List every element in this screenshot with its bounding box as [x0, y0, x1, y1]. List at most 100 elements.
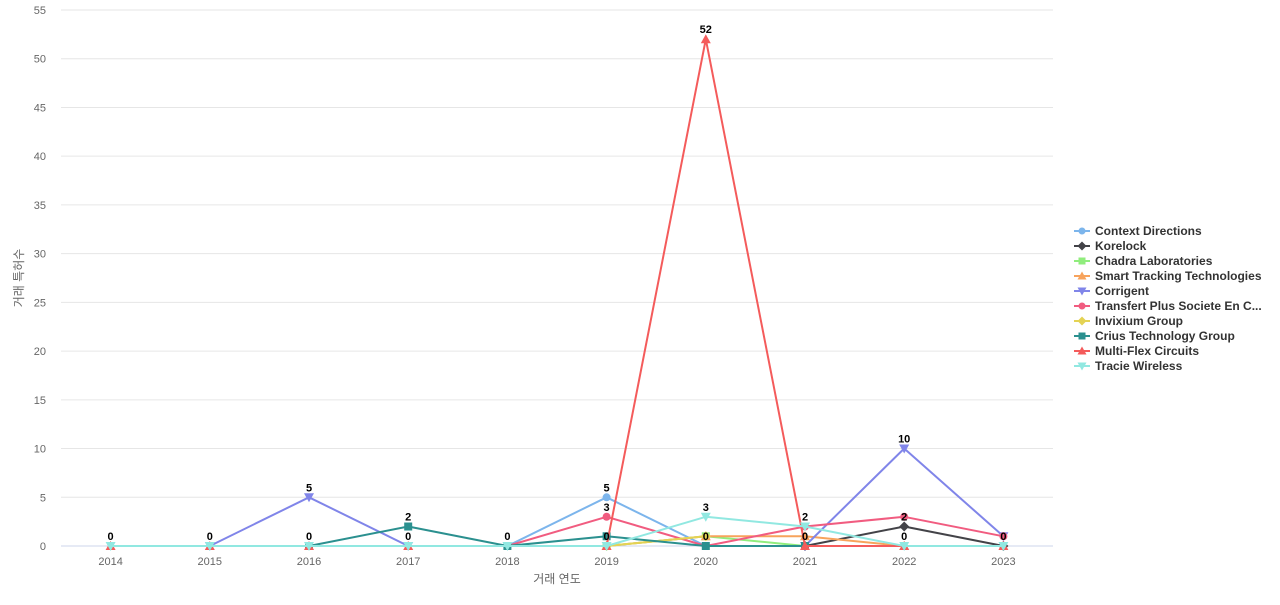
legend-item[interactable]: Transfert Plus Societe En C... [1074, 299, 1262, 313]
y-axis-ticks: 0 5 10 15 20 25 30 35 40 45 50 55 [34, 5, 46, 553]
x-tick-label: 2019 [594, 556, 618, 568]
y-tick-label: 50 [34, 54, 46, 66]
legend-label: Korelock [1095, 239, 1147, 253]
legend-item[interactable]: Tracie Wireless [1074, 359, 1183, 373]
data-point[interactable] [404, 522, 413, 531]
data-point[interactable] [601, 542, 612, 551]
data-label: 0 [108, 531, 114, 543]
data-point[interactable] [800, 541, 810, 550]
data-label: 3 [604, 502, 610, 514]
data-label: 10 [898, 434, 910, 446]
y-tick-label: 10 [34, 444, 46, 456]
data-point[interactable] [900, 512, 909, 521]
data-point[interactable] [304, 493, 314, 503]
series-path [308, 525, 805, 547]
legend-marker [1077, 316, 1087, 326]
data-label: 0 [306, 531, 312, 543]
data-point[interactable] [204, 542, 215, 551]
legend-item[interactable]: Invixium Group [1074, 314, 1183, 328]
data-label: 52 [700, 24, 712, 36]
data-label: 2 [405, 512, 411, 524]
x-tick-label: 2016 [297, 556, 321, 568]
data-label: 0 [802, 531, 808, 543]
legend-label: Context Directions [1095, 224, 1202, 238]
data-point[interactable] [602, 493, 611, 502]
legend-label: Chadra Laboratories [1095, 254, 1213, 268]
data-label: 5 [306, 482, 312, 494]
data-label: 0 [604, 531, 610, 543]
y-tick-label: 20 [34, 346, 46, 358]
data-label: 0 [504, 531, 510, 543]
x-axis-title: 거래 연도 [533, 572, 581, 586]
y-tick-label: 55 [34, 5, 46, 17]
series-line [105, 34, 1009, 550]
data-label: 0 [703, 531, 709, 543]
y-tick-label: 0 [40, 541, 46, 553]
x-tick-label: 2022 [892, 556, 916, 568]
data-label: 0 [901, 531, 907, 543]
data-point[interactable] [403, 542, 414, 551]
x-tick-label: 2021 [793, 556, 817, 568]
legend-label: Invixium Group [1095, 314, 1183, 328]
series-path [110, 515, 1004, 547]
data-point[interactable] [899, 542, 910, 551]
y-axis-title: 거래 특허수 [12, 249, 26, 308]
x-tick-label: 2017 [396, 556, 420, 568]
data-label: 0 [1000, 531, 1006, 543]
data-point[interactable] [700, 531, 711, 542]
data-point[interactable] [502, 542, 513, 551]
data-label: 0 [207, 531, 213, 543]
data-label: 0 [405, 531, 411, 543]
y-tick-label: 35 [34, 200, 46, 212]
legend-item[interactable]: Crius Technology Group [1074, 329, 1235, 343]
series-path [507, 515, 1004, 547]
data-point[interactable] [999, 532, 1008, 541]
legend-marker [1077, 271, 1087, 280]
data-point[interactable] [700, 512, 711, 522]
legend-item[interactable]: Smart Tracking Technologies [1074, 269, 1262, 283]
gridlines [61, 9, 1053, 547]
series-line [105, 512, 1009, 551]
data-point[interactable] [602, 512, 611, 521]
legend-label: Smart Tracking Technologies [1095, 269, 1262, 283]
x-axis-ticks: 2014 2015 2016 2017 2018 2019 2020 2021 2022 2023 [98, 556, 1015, 568]
data-point[interactable] [899, 444, 910, 454]
data-point[interactable] [105, 542, 116, 551]
data-label: 2 [802, 512, 808, 524]
x-tick-label: 2018 [495, 556, 519, 568]
data-point[interactable] [700, 34, 711, 44]
y-tick-label: 5 [40, 492, 46, 504]
y-tick-label: 25 [34, 297, 46, 309]
legend-marker [1077, 241, 1087, 251]
legend-marker [1077, 346, 1087, 355]
legend-item[interactable]: Korelock [1074, 239, 1147, 253]
legend-label: Tracie Wireless [1095, 359, 1183, 373]
data-point[interactable] [602, 532, 611, 541]
data-point[interactable] [998, 542, 1009, 551]
legend-marker [1078, 257, 1086, 265]
y-tick-label: 30 [34, 249, 46, 261]
legend-label: Transfert Plus Societe En C... [1095, 299, 1262, 313]
legend-label: Multi-Flex Circuits [1095, 344, 1199, 358]
data-point[interactable] [701, 542, 710, 550]
legend-marker [1078, 332, 1086, 340]
legend-marker [1077, 287, 1087, 296]
legend-item[interactable]: Chadra Laboratories [1074, 254, 1213, 268]
x-tick-label: 2020 [694, 556, 718, 568]
data-point[interactable] [899, 521, 910, 532]
data-point[interactable] [304, 542, 314, 551]
legend-marker [1078, 227, 1086, 235]
legend-item[interactable]: Multi-Flex Circuits [1074, 344, 1199, 358]
data-point[interactable] [800, 522, 810, 532]
y-tick-label: 15 [34, 395, 46, 407]
x-tick-label: 2023 [991, 556, 1015, 568]
y-tick-label: 40 [34, 151, 46, 163]
legend-item[interactable]: Corrigent [1074, 284, 1149, 298]
series-path [605, 38, 1004, 547]
series-lines [105, 34, 1009, 551]
legend-item[interactable]: Context Directions [1074, 224, 1202, 238]
data-label: 2 [901, 512, 907, 524]
x-tick-label: 2014 [98, 556, 122, 568]
